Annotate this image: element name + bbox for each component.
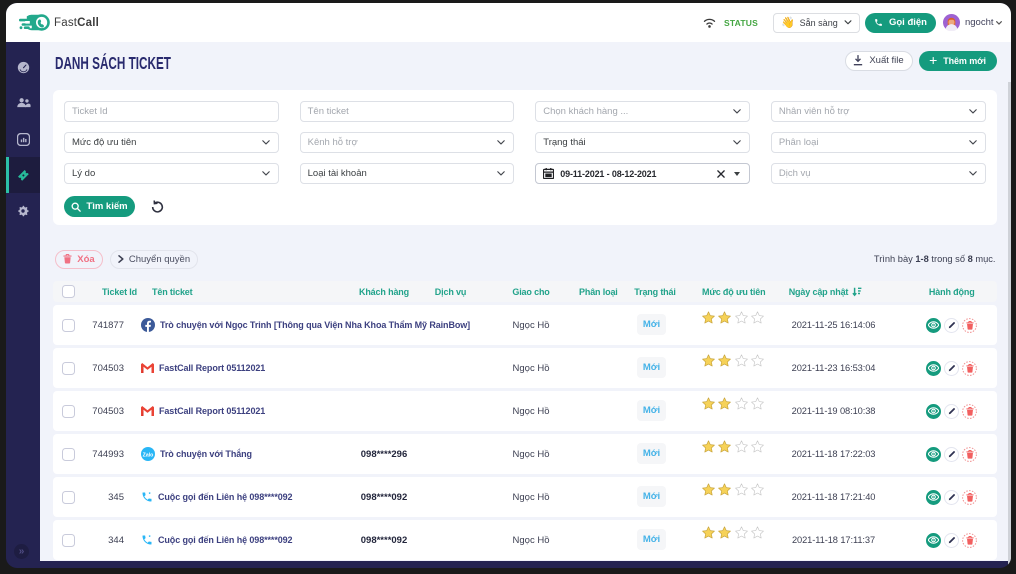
svg-text:Zalo: Zalo — [143, 452, 154, 458]
